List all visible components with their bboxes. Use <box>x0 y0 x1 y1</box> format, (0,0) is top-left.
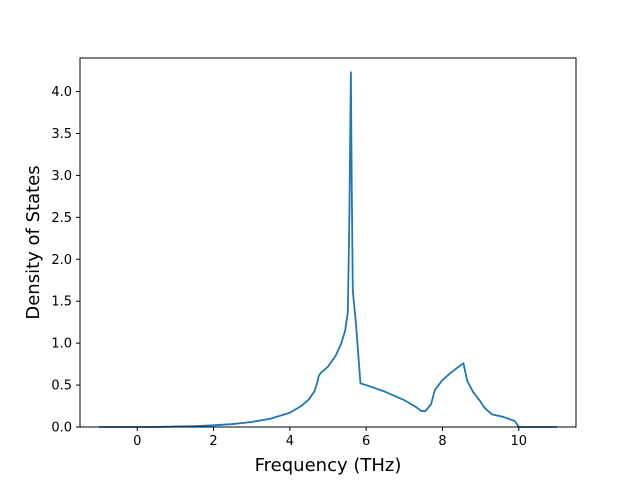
y-tick-label: 2.5 <box>51 211 72 226</box>
x-tick-label: 2 <box>209 434 217 449</box>
y-tick-label: 3.5 <box>51 127 72 142</box>
y-tick-label: 0.0 <box>51 421 72 436</box>
x-tick-label: 8 <box>438 434 446 449</box>
y-tick-label: 4.0 <box>51 85 72 100</box>
y-tick-label: 3.0 <box>51 169 72 184</box>
y-axis-label: Density of States <box>23 165 44 319</box>
axes-frame <box>79 57 577 428</box>
y-tick-label: 1.0 <box>51 337 72 352</box>
x-tick-label: 6 <box>362 434 370 449</box>
y-axis-ticks: 0.0 0.5 1.0 1.5 2.0 2.5 3.0 3.5 4.0 <box>51 85 80 436</box>
x-axis-ticks: 0 2 4 6 8 10 <box>133 427 527 449</box>
plot-area <box>99 71 557 428</box>
y-tick-label: 0.5 <box>51 379 72 394</box>
y-tick-label: 1.5 <box>51 295 72 310</box>
x-tick-label: 0 <box>133 434 141 449</box>
series-line-0 <box>99 71 557 428</box>
x-axis-label: Frequency (THz) <box>255 455 402 476</box>
x-tick-label: 4 <box>286 434 294 449</box>
y-tick-label: 2.0 <box>51 253 72 268</box>
x-tick-label: 10 <box>510 434 527 449</box>
